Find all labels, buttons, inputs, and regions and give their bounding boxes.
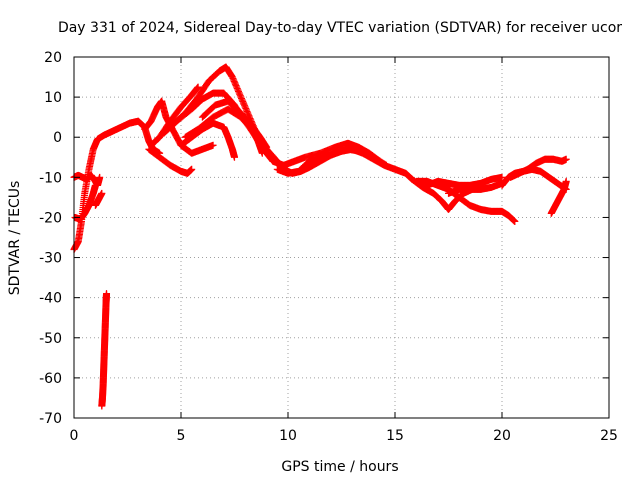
y-tick-label: -40: [39, 291, 62, 307]
y-tick-label: -10: [39, 170, 62, 186]
data-point: [562, 177, 570, 185]
y-tick-label: -20: [39, 210, 62, 226]
x-tick-label: 0: [70, 428, 79, 444]
series-track-3: [71, 181, 99, 223]
x-tick-label: 5: [177, 428, 186, 444]
x-tick-label: 15: [386, 428, 404, 444]
data-point: [562, 155, 570, 163]
data-point: [258, 149, 266, 157]
y-tick-label: 20: [44, 50, 62, 66]
y-tick-label: 0: [53, 130, 62, 146]
x-tick-label: 20: [493, 428, 511, 444]
series-track-18: [423, 173, 506, 189]
series-track-10: [177, 119, 238, 161]
series-track-1: [70, 117, 164, 254]
series-track-19: [445, 179, 506, 197]
x-tick-label: 25: [600, 428, 618, 444]
plot-frame: [73, 56, 610, 419]
y-axis-label: SDTVAR / TECUs: [7, 181, 23, 296]
y-tick-label: -60: [39, 371, 62, 387]
data-point: [382, 161, 390, 169]
data-point: [103, 290, 111, 298]
grid-lines: [74, 57, 609, 418]
data-point: [511, 217, 519, 225]
data-point: [91, 181, 99, 189]
series-track-15: [273, 145, 390, 177]
data-point: [98, 189, 106, 197]
series-track-21: [507, 155, 570, 181]
y-tick-label: -70: [39, 411, 62, 427]
series-track-12: [198, 97, 271, 151]
x-tick-label: 10: [279, 428, 297, 444]
data-points: [70, 63, 570, 410]
series-track-20: [498, 165, 570, 193]
series-track-22: [547, 177, 570, 217]
data-point: [96, 173, 104, 181]
x-axis-label: GPS time / hours: [281, 459, 398, 475]
data-point: [209, 141, 217, 149]
data-point: [188, 165, 196, 173]
data-point: [498, 173, 506, 181]
data-point: [231, 153, 238, 161]
axis-ticks: 0 5 10 15 20 25 -70 -60 -50 -40 -30 -20 -10 0 10 20: [39, 50, 618, 444]
chart-title: Day 331 of 2024, Sidereal Day-to-day VTE…: [58, 20, 622, 36]
series-track-7: [145, 145, 196, 177]
y-tick-label: -30: [39, 251, 62, 267]
y-tick-label: 10: [44, 90, 62, 106]
series-track-4: [91, 189, 106, 209]
series-track-17: [412, 177, 519, 225]
data-point: [194, 83, 202, 91]
series-track-23: [98, 290, 111, 410]
y-tick-label: -50: [39, 331, 62, 347]
